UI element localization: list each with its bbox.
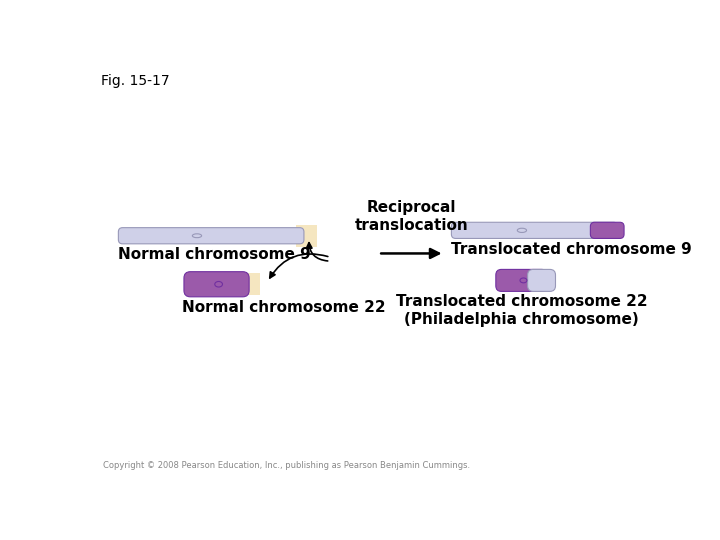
FancyBboxPatch shape	[239, 273, 261, 295]
FancyBboxPatch shape	[118, 228, 304, 244]
FancyArrowPatch shape	[381, 249, 439, 258]
Text: Fig. 15-17: Fig. 15-17	[101, 74, 170, 88]
FancyBboxPatch shape	[296, 225, 318, 247]
Text: Normal chromosome 22: Normal chromosome 22	[182, 300, 386, 315]
Text: Translocated chromosome 22
(Philadelphia chromosome): Translocated chromosome 22 (Philadelphia…	[396, 294, 647, 327]
FancyBboxPatch shape	[528, 269, 556, 292]
Text: Copyright © 2008 Pearson Education, Inc., publishing as Pearson Benjamin Cumming: Copyright © 2008 Pearson Education, Inc.…	[104, 461, 470, 470]
FancyArrowPatch shape	[270, 254, 328, 278]
FancyBboxPatch shape	[496, 269, 547, 292]
FancyBboxPatch shape	[451, 222, 618, 239]
FancyArrowPatch shape	[307, 242, 328, 261]
Text: Normal chromosome 9: Normal chromosome 9	[118, 247, 311, 262]
Text: Reciprocal
translocation: Reciprocal translocation	[354, 200, 468, 233]
Text: Translocated chromosome 9: Translocated chromosome 9	[451, 241, 692, 256]
FancyBboxPatch shape	[184, 272, 249, 297]
Ellipse shape	[215, 281, 222, 287]
Ellipse shape	[520, 278, 527, 283]
Ellipse shape	[192, 234, 202, 238]
Ellipse shape	[517, 228, 526, 232]
FancyBboxPatch shape	[590, 222, 624, 239]
